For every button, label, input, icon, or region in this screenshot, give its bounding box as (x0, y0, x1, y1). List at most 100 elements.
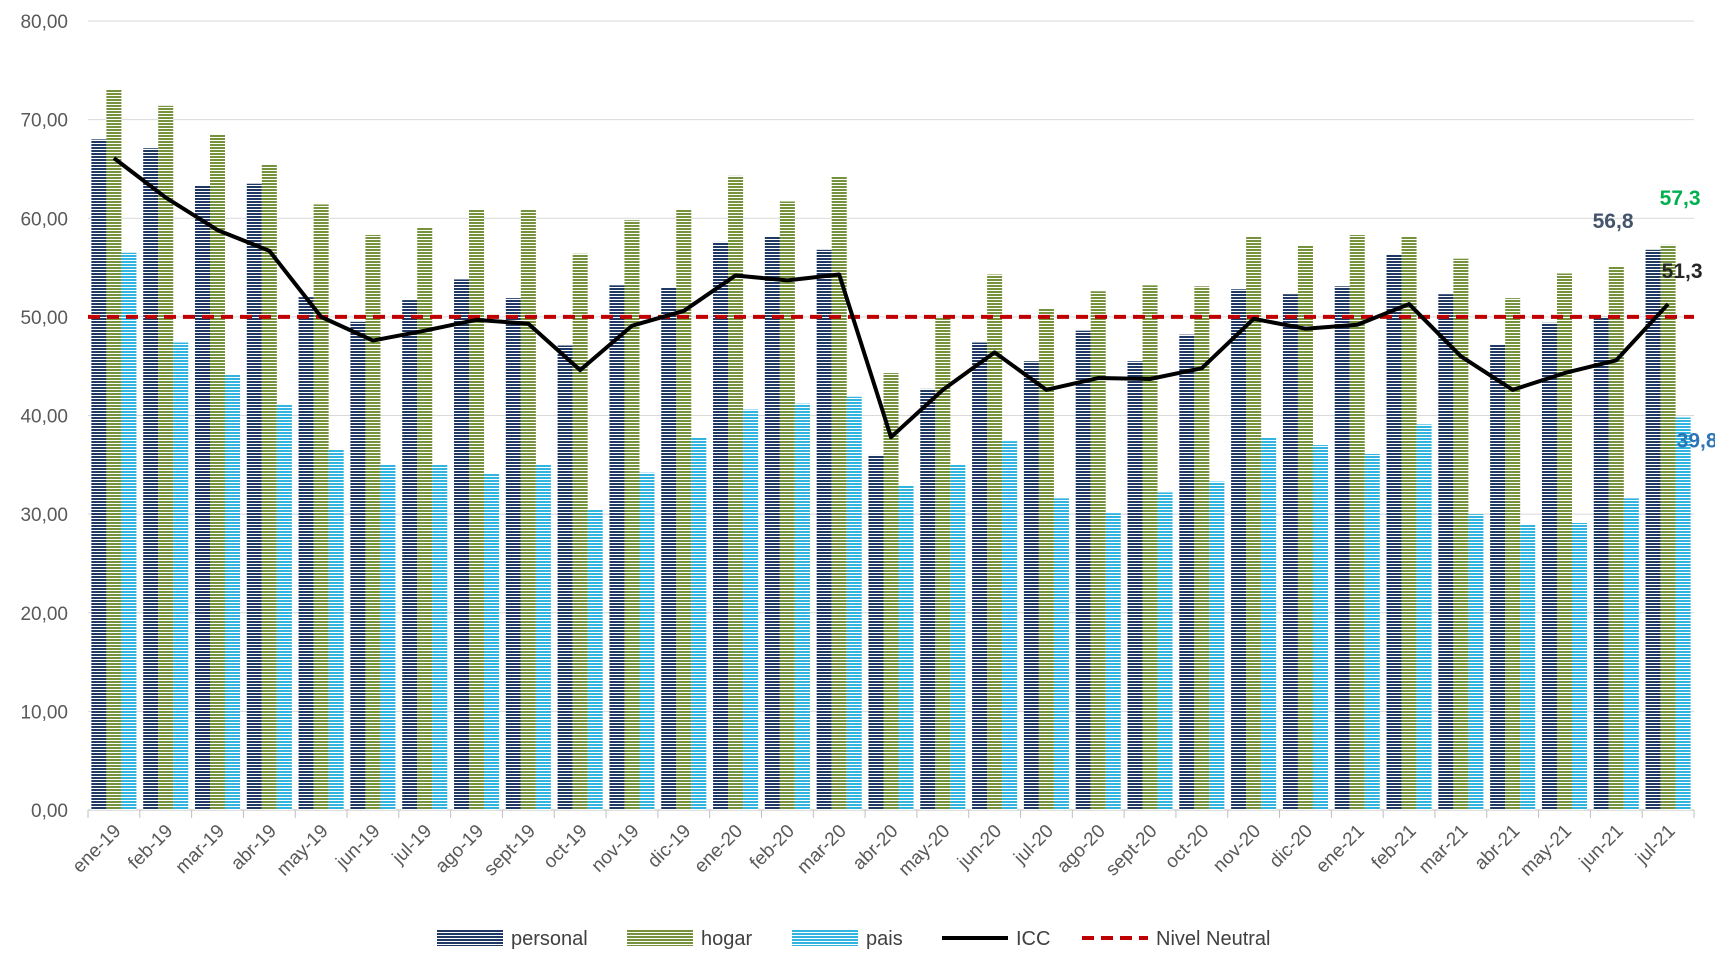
bar (276, 404, 292, 810)
data-label: 51,3 (1662, 260, 1703, 283)
bar (1556, 273, 1572, 811)
x-tick-label: may-19 (273, 821, 333, 881)
x-tick-label: oct-20 (1161, 821, 1213, 873)
data-label: 39,8 (1677, 429, 1715, 452)
bar (868, 454, 884, 810)
bar (158, 105, 174, 810)
bar (1002, 441, 1018, 810)
line (112, 156, 1670, 440)
bar (1438, 294, 1454, 810)
bar (143, 148, 159, 810)
bar (609, 285, 625, 810)
bar (1571, 523, 1588, 810)
bar (313, 204, 329, 810)
bar (713, 241, 729, 811)
bar (920, 388, 936, 810)
bar (764, 236, 780, 810)
x-tick-label: mar-20 (793, 821, 850, 878)
y-tick-label: 0,00 (31, 801, 68, 822)
bar (454, 279, 470, 811)
bar (298, 297, 314, 810)
x-tick-label: jul-20 (1010, 821, 1058, 869)
bar (1386, 254, 1402, 810)
bar (173, 342, 189, 810)
bar (1209, 481, 1225, 810)
bar (225, 374, 241, 810)
bar (1282, 294, 1298, 810)
bar (779, 201, 795, 810)
bar (328, 450, 344, 810)
y-tick-label: 20,00 (20, 604, 68, 625)
x-tick-label: ago-20 (1053, 821, 1110, 878)
legend-swatch (437, 930, 503, 946)
x-tick-label: jun-19 (332, 821, 385, 874)
bar (380, 464, 396, 810)
bar (417, 227, 433, 811)
bar (1608, 266, 1624, 810)
bar (365, 235, 381, 811)
bar (1023, 361, 1039, 810)
bar (1349, 235, 1365, 811)
bar (676, 209, 692, 810)
y-tick-label: 30,00 (20, 505, 68, 526)
legend-label: Nivel Neutral (1156, 928, 1270, 950)
bar (1038, 308, 1054, 810)
x-tick-label: ene-20 (690, 821, 747, 878)
legend-label: personal (511, 928, 588, 950)
legend-swatch (792, 930, 858, 946)
legend-label: hogar (701, 928, 752, 950)
x-tick-label: sept-19 (480, 821, 540, 881)
bar (972, 342, 988, 810)
bar (883, 373, 899, 810)
bar (1090, 291, 1106, 810)
bar (91, 139, 107, 811)
bar (557, 345, 573, 810)
bar (106, 89, 122, 810)
bar (1246, 236, 1262, 810)
x-tick-label: feb-21 (1368, 821, 1421, 874)
bar (246, 183, 262, 810)
bar (469, 209, 485, 810)
bar (1297, 245, 1313, 811)
y-tick-label: 60,00 (20, 209, 68, 230)
bar (1127, 361, 1143, 810)
bar (624, 220, 640, 810)
bar (1505, 298, 1521, 810)
bar (831, 176, 847, 810)
bar (987, 274, 1003, 810)
bar (1053, 498, 1069, 810)
data-label: 57,3 (1660, 187, 1701, 210)
bar (846, 396, 862, 810)
bar (1453, 258, 1469, 810)
x-tick-label: mar-21 (1415, 821, 1472, 878)
x-tick-label: oct-19 (540, 821, 592, 873)
bar (1231, 289, 1247, 810)
bar (1261, 437, 1277, 810)
bar (639, 472, 655, 810)
x-tick-label: ene-19 (69, 821, 126, 878)
bar (1401, 236, 1417, 810)
bar (661, 287, 677, 811)
y-tick-label: 40,00 (20, 407, 68, 428)
y-tick-label: 80,00 (20, 12, 68, 33)
bar (505, 298, 521, 810)
bar (935, 317, 951, 810)
x-tick-label: jul-21 (1631, 821, 1679, 869)
bar (1623, 498, 1639, 810)
bar (1468, 514, 1484, 810)
bar (1194, 286, 1210, 810)
bar (1645, 249, 1661, 810)
x-tick-label: may-21 (1516, 821, 1576, 881)
bar (728, 175, 744, 810)
legend-label: ICC (1016, 928, 1050, 950)
bar (1312, 445, 1328, 810)
legend-label: pais (866, 928, 903, 950)
x-tick-label: sept-20 (1102, 821, 1162, 881)
x-tick-label: mar-19 (172, 821, 229, 878)
bar (794, 403, 810, 810)
y-tick-label: 10,00 (20, 702, 68, 723)
bar (121, 252, 137, 811)
bar (1364, 453, 1380, 810)
bar (432, 464, 448, 810)
